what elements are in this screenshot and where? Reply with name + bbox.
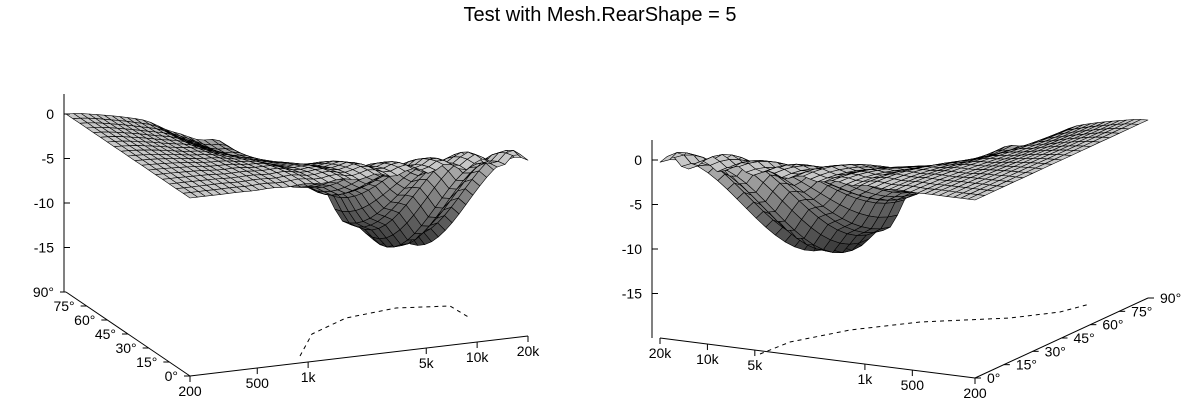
angle-tick-label-1-4: 60° <box>1102 317 1123 333</box>
freq-tick-label-0-0: 200 <box>178 383 202 399</box>
surface-cell-0-791 <box>513 150 529 161</box>
freq-tick-label-1-1: 500 <box>901 377 925 393</box>
z-tick-label-0-1: -5 <box>42 151 55 167</box>
z-tick-label-1-3: -15 <box>622 286 642 302</box>
angle-tick-label-0-4: 60° <box>74 312 95 328</box>
angle-tick-label-1-6: 90° <box>1160 290 1181 306</box>
freq-tick-label-1-2: 1k <box>858 371 874 387</box>
angle-tick-label-0-3: 45° <box>95 326 116 342</box>
angle-tick-label-1-3: 45° <box>1074 330 1095 346</box>
freq-tick-label-0-5: 20k <box>517 343 541 359</box>
angle-tick-label-1-0: 0° <box>987 370 1000 386</box>
freq-axis-1 <box>659 337 976 379</box>
angle-tick-label-1-2: 30° <box>1045 343 1066 359</box>
z-tick-label-0-3: -15 <box>34 240 54 256</box>
angle-tick-label-0-6: 90° <box>33 284 54 300</box>
freq-tick-label-1-5: 20k <box>649 345 673 361</box>
floor-dashed-line-1 <box>759 303 1091 355</box>
freq-tick-label-1-4: 10k <box>696 351 720 367</box>
freq-tick-label-0-4: 10k <box>466 349 490 365</box>
floor-dashed-line-0 <box>299 305 471 357</box>
angle-tick-label-1-5: 75° <box>1131 303 1152 319</box>
angle-tick-label-1-1: 15° <box>1016 357 1037 373</box>
z-tick-label-0-2: -10 <box>34 195 54 211</box>
freq-tick-label-0-2: 1k <box>301 369 317 385</box>
angle-tick-label-0-5: 75° <box>53 298 74 314</box>
freq-tick-label-0-3: 5k <box>419 355 435 371</box>
angle-tick-label-0-1: 15° <box>136 354 157 370</box>
angle-tick-label-0-0: 0° <box>165 368 178 384</box>
angle-tick-label-0-2: 30° <box>115 340 136 356</box>
freq-tick-label-1-3: 5k <box>747 357 763 373</box>
freq-axis-0 <box>189 335 529 377</box>
z-tick-label-1-0: 0 <box>634 152 642 168</box>
z-tick-label-0-0: 0 <box>46 106 54 122</box>
freq-tick-label-1-0: 200 <box>963 385 987 401</box>
z-tick-label-1-2: -10 <box>622 241 642 257</box>
chart-title: Test with Mesh.RearShape = 5 <box>463 4 737 26</box>
freq-tick-label-0-1: 500 <box>246 375 270 391</box>
surface-cell-1-791 <box>659 152 678 163</box>
z-tick-label-1-1: -5 <box>630 197 643 213</box>
